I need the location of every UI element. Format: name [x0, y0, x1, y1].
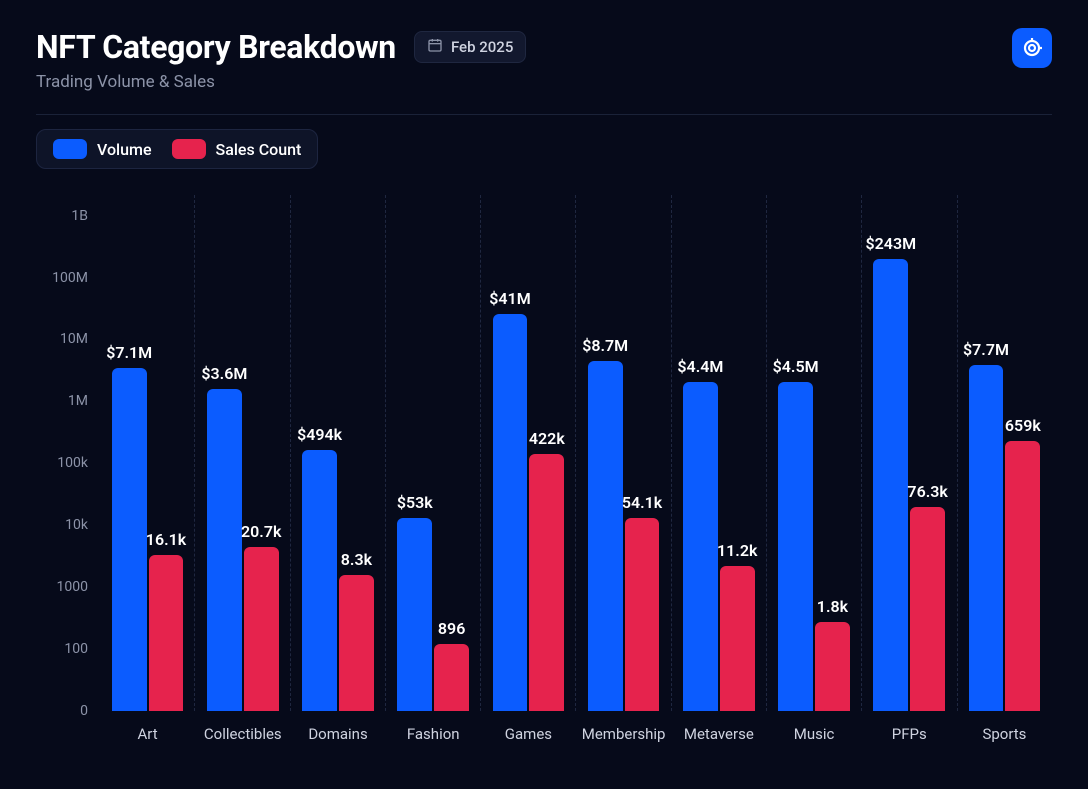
- bar-sales[interactable]: 659k: [1005, 441, 1040, 711]
- bar-label-sales: 16.1k: [146, 530, 186, 549]
- bar-volume[interactable]: $4.5M: [778, 382, 813, 711]
- bar-group: $53k896: [386, 195, 481, 711]
- chart: 1B100M10M1M100k10k10001000 $7.1M16.1k$3.…: [36, 195, 1052, 755]
- x-label: Domains: [290, 711, 385, 755]
- bar-volume[interactable]: $243M: [873, 259, 908, 711]
- bar-label-sales: 54.1k: [622, 493, 662, 512]
- y-axis: 1B100M10M1M100k10k10001000: [36, 195, 88, 711]
- x-label: Art: [100, 711, 195, 755]
- bar-label-sales: 76.3k: [907, 482, 947, 501]
- date-selector[interactable]: Feb 2025: [414, 31, 526, 63]
- bar-volume[interactable]: $53k: [397, 518, 432, 711]
- date-label: Feb 2025: [451, 38, 513, 56]
- bar-label-sales: 20.7k: [241, 522, 281, 541]
- bar-volume[interactable]: $3.6M: [207, 389, 242, 711]
- x-label: Sports: [957, 711, 1052, 755]
- bar-label-volume: $494k: [297, 425, 342, 444]
- x-label: PFPs: [862, 711, 957, 755]
- bar-sales[interactable]: 54.1k: [625, 518, 660, 711]
- bar-sales[interactable]: 1.8k: [815, 622, 850, 711]
- bar-sales[interactable]: 11.2k: [720, 566, 755, 711]
- y-tick: 100: [64, 641, 88, 657]
- bar-group: $8.7M54.1k: [576, 195, 671, 711]
- bar-group: $494k8.3k: [290, 195, 385, 711]
- x-label: Membership: [576, 711, 671, 755]
- bars-layer: $7.1M16.1k$3.6M20.7k$494k8.3k$53k896$41M…: [100, 195, 1052, 711]
- bar-sales[interactable]: 20.7k: [244, 547, 279, 711]
- bar-label-volume: $8.7M: [582, 336, 628, 355]
- bar-label-volume: $4.4M: [677, 357, 723, 376]
- legend-swatch: [53, 139, 87, 159]
- bar-label-sales: 1.8k: [817, 597, 848, 616]
- bar-label-sales: 8.3k: [341, 550, 372, 569]
- bar-volume[interactable]: $494k: [302, 450, 337, 711]
- bar-sales[interactable]: 422k: [529, 454, 564, 711]
- divider: [36, 114, 1052, 115]
- bar-group: $41M422k: [481, 195, 576, 711]
- bar-label-sales: 659k: [1005, 416, 1041, 435]
- legend: Volume Sales Count: [36, 129, 318, 169]
- bar-label-sales: 896: [438, 619, 465, 638]
- bar-volume[interactable]: $4.4M: [683, 382, 718, 711]
- page-title: NFT Category Breakdown: [36, 28, 396, 66]
- y-tick: 1M: [68, 393, 88, 409]
- header: NFT Category Breakdown Feb 2025 Trading …: [36, 28, 1052, 92]
- y-tick: 100M: [52, 270, 88, 286]
- bar-label-volume: $7.7M: [963, 340, 1009, 359]
- bar-group: $4.4M11.2k: [671, 195, 766, 711]
- legend-label: Sales Count: [216, 140, 302, 159]
- bar-sales[interactable]: 8.3k: [339, 575, 374, 711]
- bar-volume[interactable]: $41M: [493, 314, 528, 711]
- calendar-icon: [427, 37, 443, 57]
- bar-sales[interactable]: 896: [434, 644, 469, 711]
- y-tick: 100k: [57, 455, 88, 471]
- bar-group: $243M76.3k: [862, 195, 957, 711]
- bar-group: $7.1M16.1k: [100, 195, 195, 711]
- bar-group: $7.7M659k: [957, 195, 1052, 711]
- plot-area: $7.1M16.1k$3.6M20.7k$494k8.3k$53k896$41M…: [100, 195, 1052, 711]
- bar-label-volume: $243M: [866, 234, 917, 253]
- legend-label: Volume: [97, 140, 152, 159]
- legend-swatch: [172, 139, 206, 159]
- bar-group: $3.6M20.7k: [195, 195, 290, 711]
- bar-volume[interactable]: $7.1M: [112, 368, 147, 711]
- y-tick: 10M: [60, 331, 88, 347]
- legend-item-sales-count[interactable]: Sales Count: [172, 139, 302, 159]
- y-tick: 1B: [71, 208, 88, 224]
- x-label: Collectibles: [195, 711, 290, 755]
- x-label: Metaverse: [671, 711, 766, 755]
- bar-label-volume: $41M: [489, 289, 530, 308]
- bar-volume[interactable]: $7.7M: [969, 365, 1004, 711]
- x-label: Music: [766, 711, 861, 755]
- bar-label-sales: 11.2k: [717, 541, 757, 560]
- bar-group: $4.5M1.8k: [766, 195, 861, 711]
- bar-label-sales: 422k: [529, 429, 565, 448]
- bar-label-volume: $3.6M: [201, 364, 247, 383]
- bar-sales[interactable]: 76.3k: [910, 507, 945, 711]
- page-subtitle: Trading Volume & Sales: [36, 72, 526, 92]
- y-tick: 0: [80, 703, 88, 719]
- bar-sales[interactable]: 16.1k: [149, 555, 184, 711]
- bar-label-volume: $53k: [397, 493, 433, 512]
- y-tick: 1000: [57, 579, 88, 595]
- bar-label-volume: $4.5M: [773, 357, 819, 376]
- x-label: Fashion: [386, 711, 481, 755]
- x-label: Games: [481, 711, 576, 755]
- bar-label-volume: $7.1M: [106, 343, 152, 362]
- legend-item-volume[interactable]: Volume: [53, 139, 152, 159]
- bar-volume[interactable]: $8.7M: [588, 361, 623, 711]
- y-tick: 10k: [65, 517, 88, 533]
- x-axis: ArtCollectiblesDomainsFashionGamesMember…: [100, 711, 1052, 755]
- brand-logo: [1012, 28, 1052, 68]
